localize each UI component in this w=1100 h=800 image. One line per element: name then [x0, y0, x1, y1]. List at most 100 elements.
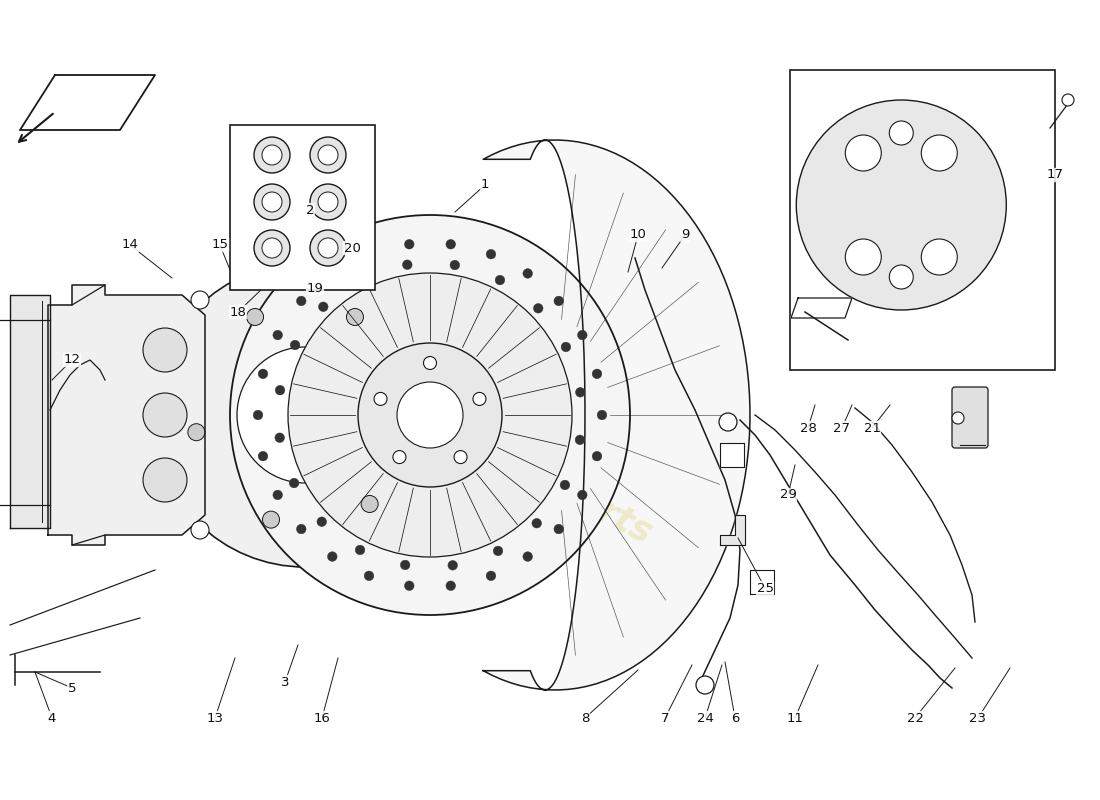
- Circle shape: [719, 413, 737, 431]
- Circle shape: [254, 137, 290, 173]
- Polygon shape: [20, 75, 155, 130]
- Circle shape: [575, 387, 585, 397]
- Circle shape: [446, 239, 455, 249]
- Text: 22: 22: [906, 711, 924, 725]
- Circle shape: [318, 238, 338, 258]
- Circle shape: [355, 545, 365, 554]
- Text: 17: 17: [1046, 169, 1064, 182]
- Circle shape: [290, 340, 300, 350]
- Circle shape: [263, 511, 279, 528]
- Text: 14: 14: [122, 238, 139, 251]
- Circle shape: [405, 581, 414, 590]
- Circle shape: [405, 239, 414, 249]
- Circle shape: [486, 571, 496, 581]
- Circle shape: [592, 369, 602, 378]
- Circle shape: [275, 386, 285, 395]
- Circle shape: [191, 521, 209, 539]
- Circle shape: [889, 121, 913, 145]
- Circle shape: [473, 393, 486, 406]
- Circle shape: [310, 184, 346, 220]
- Circle shape: [254, 184, 290, 220]
- Circle shape: [361, 495, 378, 513]
- Text: 1: 1: [481, 178, 490, 191]
- Circle shape: [592, 451, 602, 461]
- Circle shape: [845, 239, 881, 275]
- Circle shape: [262, 192, 282, 212]
- Circle shape: [578, 490, 587, 500]
- Circle shape: [400, 560, 410, 570]
- Text: 5: 5: [68, 682, 76, 694]
- FancyBboxPatch shape: [790, 70, 1055, 370]
- Text: a passion for parts: a passion for parts: [302, 340, 658, 550]
- Circle shape: [597, 410, 607, 420]
- Circle shape: [230, 215, 630, 615]
- Circle shape: [522, 269, 532, 278]
- Text: 11: 11: [786, 711, 803, 725]
- Circle shape: [922, 239, 957, 275]
- Circle shape: [236, 347, 373, 483]
- Circle shape: [273, 330, 283, 340]
- Text: 15: 15: [211, 238, 229, 251]
- Circle shape: [254, 230, 290, 266]
- Circle shape: [275, 433, 285, 442]
- Circle shape: [575, 435, 585, 445]
- Circle shape: [262, 238, 282, 258]
- Circle shape: [922, 135, 957, 171]
- FancyBboxPatch shape: [230, 125, 375, 290]
- Circle shape: [560, 480, 570, 490]
- Circle shape: [1062, 94, 1074, 106]
- Circle shape: [297, 296, 306, 306]
- Circle shape: [188, 424, 205, 441]
- Text: 24: 24: [696, 711, 714, 725]
- Text: 4: 4: [47, 711, 56, 725]
- Circle shape: [454, 450, 467, 463]
- Circle shape: [346, 309, 363, 326]
- Circle shape: [143, 393, 187, 437]
- Circle shape: [578, 330, 587, 340]
- Circle shape: [889, 265, 913, 289]
- Circle shape: [258, 451, 267, 461]
- Circle shape: [258, 369, 267, 378]
- Circle shape: [318, 192, 338, 212]
- Circle shape: [262, 145, 282, 165]
- Circle shape: [403, 260, 412, 270]
- Circle shape: [318, 145, 338, 165]
- Circle shape: [328, 552, 337, 562]
- Circle shape: [191, 291, 209, 309]
- Text: 12: 12: [64, 354, 80, 366]
- Polygon shape: [48, 285, 205, 545]
- Circle shape: [364, 250, 374, 259]
- Circle shape: [317, 517, 327, 526]
- Text: 10: 10: [629, 229, 647, 242]
- Text: 2: 2: [306, 203, 315, 217]
- Circle shape: [493, 546, 503, 556]
- Circle shape: [288, 273, 572, 557]
- Circle shape: [364, 571, 374, 581]
- Circle shape: [554, 524, 563, 534]
- Polygon shape: [750, 570, 774, 594]
- Text: 9: 9: [681, 229, 690, 242]
- Text: 6: 6: [730, 711, 739, 725]
- Circle shape: [310, 230, 346, 266]
- Circle shape: [696, 676, 714, 694]
- Circle shape: [246, 309, 264, 326]
- Circle shape: [143, 458, 187, 502]
- Circle shape: [393, 450, 406, 463]
- Text: 28: 28: [800, 422, 816, 434]
- Circle shape: [486, 250, 496, 259]
- Circle shape: [328, 269, 337, 278]
- Circle shape: [532, 518, 541, 528]
- Circle shape: [554, 296, 563, 306]
- Circle shape: [358, 274, 366, 284]
- Circle shape: [319, 302, 328, 311]
- Circle shape: [153, 263, 456, 567]
- Circle shape: [310, 137, 346, 173]
- Text: 29: 29: [780, 489, 796, 502]
- Circle shape: [495, 275, 505, 285]
- Text: 27: 27: [834, 422, 850, 434]
- Text: 8: 8: [581, 711, 590, 725]
- Text: 3: 3: [280, 675, 289, 689]
- Polygon shape: [483, 140, 750, 690]
- Circle shape: [424, 357, 437, 370]
- Circle shape: [845, 135, 881, 171]
